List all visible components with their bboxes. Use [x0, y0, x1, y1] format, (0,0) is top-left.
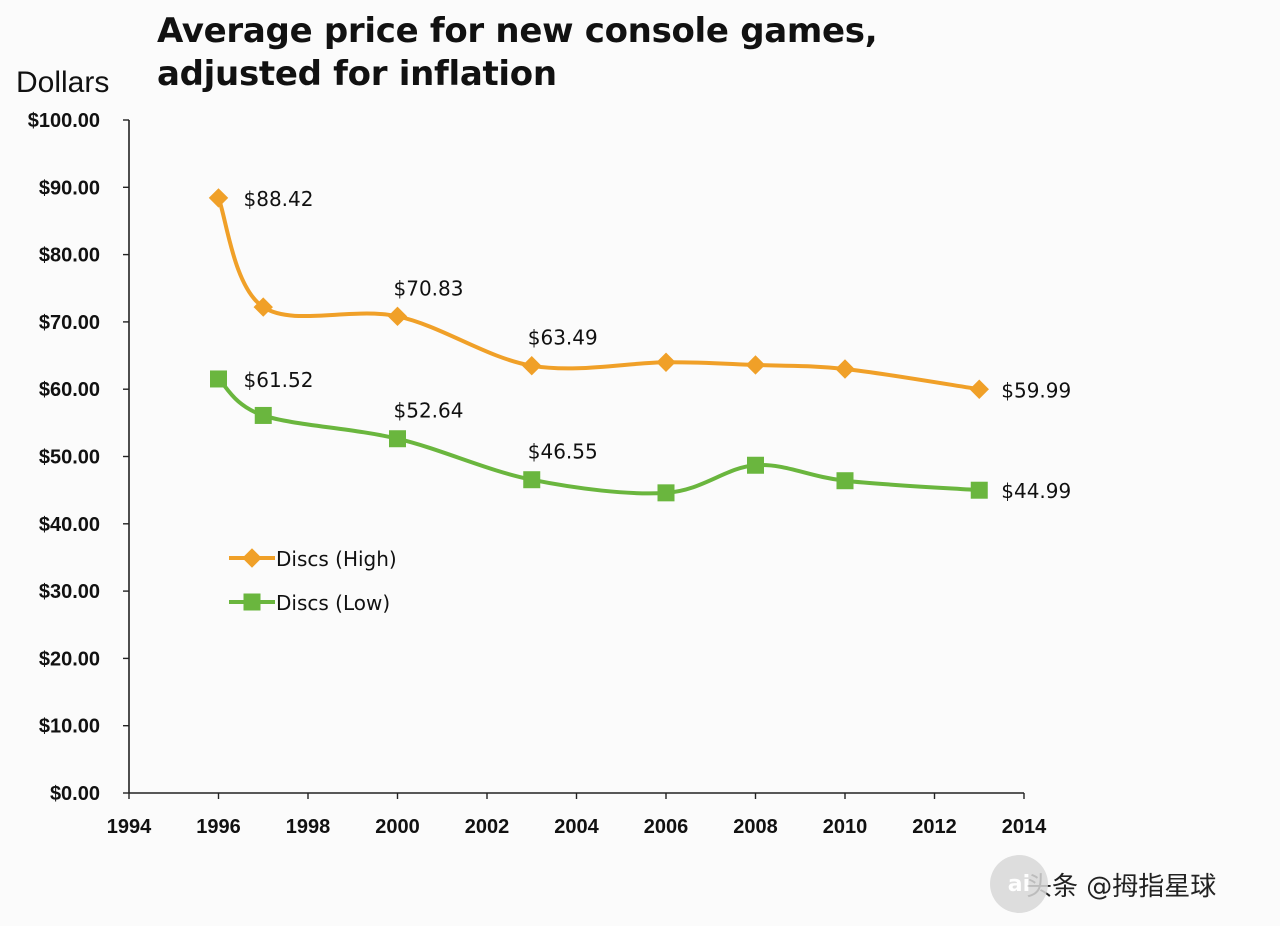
watermark-text: 头条 @拇指星球	[1026, 871, 1217, 902]
x-tick-label: 2010	[823, 816, 868, 838]
x-tick-label: 1998	[286, 816, 331, 838]
y-tick-label: $70.00	[39, 312, 100, 334]
y-tick-label: $60.00	[39, 379, 100, 401]
data-label: $44.99	[1001, 479, 1071, 503]
legend-marker	[243, 593, 261, 611]
series-line-high	[216, 195, 982, 392]
data-point-high	[656, 352, 676, 372]
data-label: $52.64	[394, 399, 464, 423]
data-label: $59.99	[1001, 378, 1071, 402]
data-point-high	[208, 188, 229, 208]
data-point-low	[747, 456, 764, 474]
data-point-high	[969, 379, 989, 399]
x-tick-label: 2002	[465, 816, 510, 838]
data-point-high	[387, 306, 408, 327]
legend-marker	[242, 548, 262, 568]
data-point-low	[970, 481, 988, 499]
y-tick-label: $10.00	[39, 716, 100, 738]
x-tick-label: 1994	[107, 816, 152, 838]
data-point-low	[836, 472, 854, 490]
data-point-low	[254, 406, 272, 424]
x-tick-label: 2014	[1002, 816, 1047, 838]
legend-label: Discs (Low)	[276, 591, 390, 615]
legend-label: Discs (High)	[276, 547, 397, 571]
data-point-high	[835, 359, 855, 379]
data-point-low	[210, 370, 227, 388]
y-tick-label: $40.00	[39, 514, 100, 536]
data-point-low	[389, 430, 406, 448]
y-tick-label: $30.00	[39, 581, 100, 603]
data-point-low	[523, 471, 541, 489]
watermark: ai 头条 @拇指星球	[990, 852, 1216, 916]
x-tick-label: 2012	[912, 816, 957, 838]
series-line-low	[216, 376, 982, 496]
data-label: $70.83	[394, 276, 464, 300]
y-tick-label: $20.00	[39, 648, 100, 670]
data-label: $88.42	[244, 187, 314, 211]
x-tick-label: 1996	[196, 816, 241, 838]
data-point-high	[253, 297, 273, 317]
y-tick-label: $100.00	[28, 110, 100, 132]
data-label: $63.49	[528, 326, 598, 350]
watermark-logo: ai	[990, 855, 1048, 913]
data-point-high	[745, 355, 766, 375]
data-label: $61.52	[244, 368, 314, 392]
y-tick-label: $80.00	[39, 245, 100, 267]
chart-title: Average price for new console games, adj…	[157, 10, 878, 96]
x-tick-label: 2008	[733, 816, 778, 838]
chart-series	[208, 188, 989, 502]
chart-title-line2: adjusted for inflation	[157, 54, 557, 94]
data-point-high	[522, 356, 542, 376]
data-label: $46.55	[528, 440, 598, 464]
y-tick-label: $0.00	[50, 783, 100, 805]
x-tick-label: 2006	[644, 816, 689, 838]
y-tick-label: $50.00	[39, 447, 100, 469]
chart-legend: Discs (High) Discs (Low)	[229, 547, 397, 615]
y-axis-label: Dollars	[16, 66, 110, 99]
y-tick-label: $90.00	[39, 177, 100, 199]
chart-title-line1: Average price for new console games,	[157, 11, 878, 51]
data-point-low	[657, 484, 675, 502]
x-tick-label: 2004	[554, 816, 599, 838]
x-tick-label: 2000	[375, 816, 420, 838]
chart-axes: $0.00 $10.00 $20.00 $30.00 $40.00 $50.00 $60.0…	[28, 110, 1047, 838]
chart-data-labels: $88.42 $70.83 $63.49 $59.99 $61.52 $52.64 $46.…	[244, 187, 1072, 503]
